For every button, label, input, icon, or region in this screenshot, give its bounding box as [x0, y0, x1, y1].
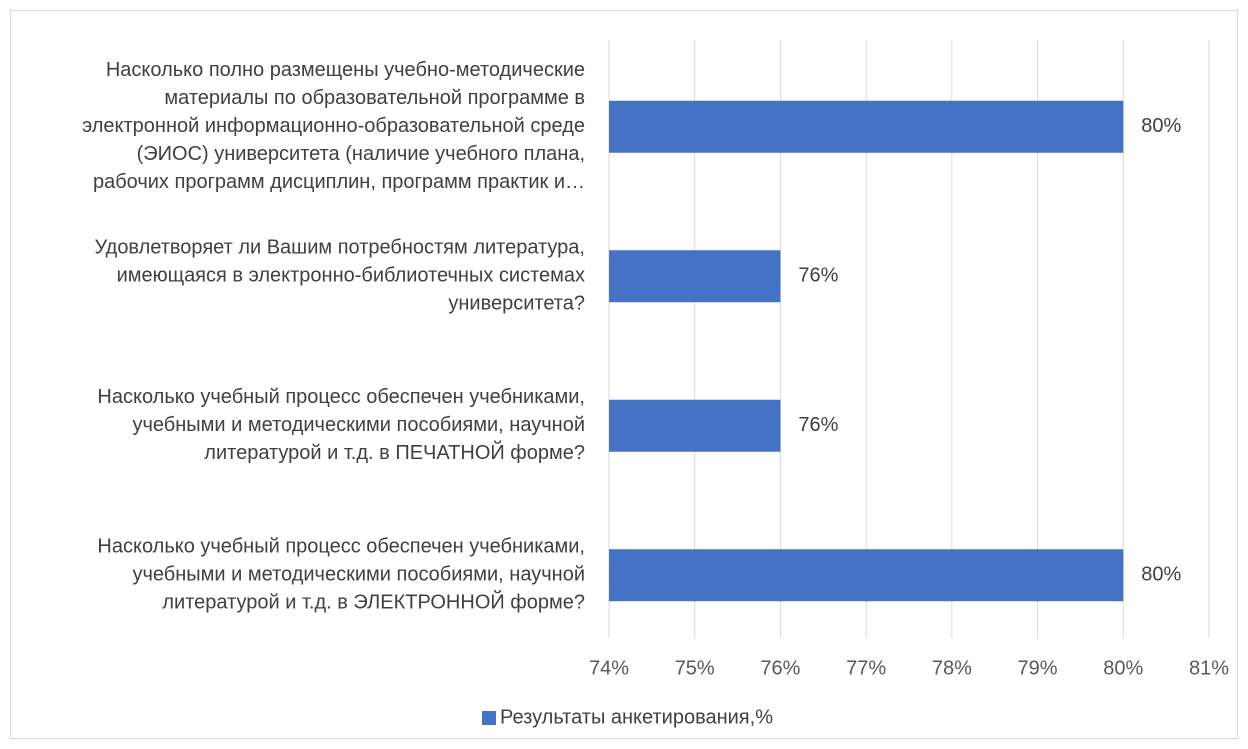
legend-swatch — [482, 711, 496, 725]
bar — [609, 549, 1124, 602]
category-label: учебными и методическими пособиями, науч… — [132, 564, 585, 586]
data-label: 80% — [1141, 564, 1181, 586]
data-label: 80% — [1141, 115, 1181, 137]
x-tick-label: 77% — [846, 657, 886, 679]
x-tick-label: 79% — [1018, 657, 1058, 679]
data-label: 76% — [798, 265, 838, 287]
category-label: имеющаяся в электронно-библиотечных сист… — [117, 265, 585, 287]
bar — [609, 100, 1124, 153]
category-label: литературой и т.д. в ЭЛЕКТРОННОЙ форме? — [162, 590, 585, 614]
x-tick-label: 76% — [760, 657, 800, 679]
x-tick-label: 75% — [675, 657, 715, 679]
bar — [609, 250, 781, 303]
legend-label: Результаты анкетирования,% — [500, 706, 773, 728]
x-tick-label: 78% — [932, 657, 972, 679]
category-label: Насколько учебный процесс обеспечен учеб… — [97, 386, 585, 408]
category-label: материалы по образовательной программе в — [164, 87, 585, 109]
x-tick-label: 80% — [1103, 657, 1143, 679]
category-label: университета? — [448, 293, 585, 315]
category-label: Насколько полно размещены учебно-методич… — [106, 59, 585, 81]
category-label: Насколько учебный процесс обеспечен учеб… — [97, 536, 585, 558]
category-label: (ЭИОС) университета (наличие учебного пл… — [137, 143, 585, 165]
category-label: Удовлетворяет ли Вашим потребностям лите… — [95, 237, 586, 259]
x-tick-label: 81% — [1189, 657, 1229, 679]
data-label: 76% — [798, 414, 838, 436]
category-label: литературой и т.д. в ПЕЧАТНОЙ форме? — [204, 440, 585, 464]
category-label: электронной информационно-образовательно… — [82, 115, 585, 137]
category-label: учебными и методическими пособиями, науч… — [132, 414, 585, 436]
category-label: рабочих программ дисциплин, программ пра… — [93, 171, 585, 193]
bar — [609, 399, 781, 452]
x-tick-label: 74% — [589, 657, 629, 679]
